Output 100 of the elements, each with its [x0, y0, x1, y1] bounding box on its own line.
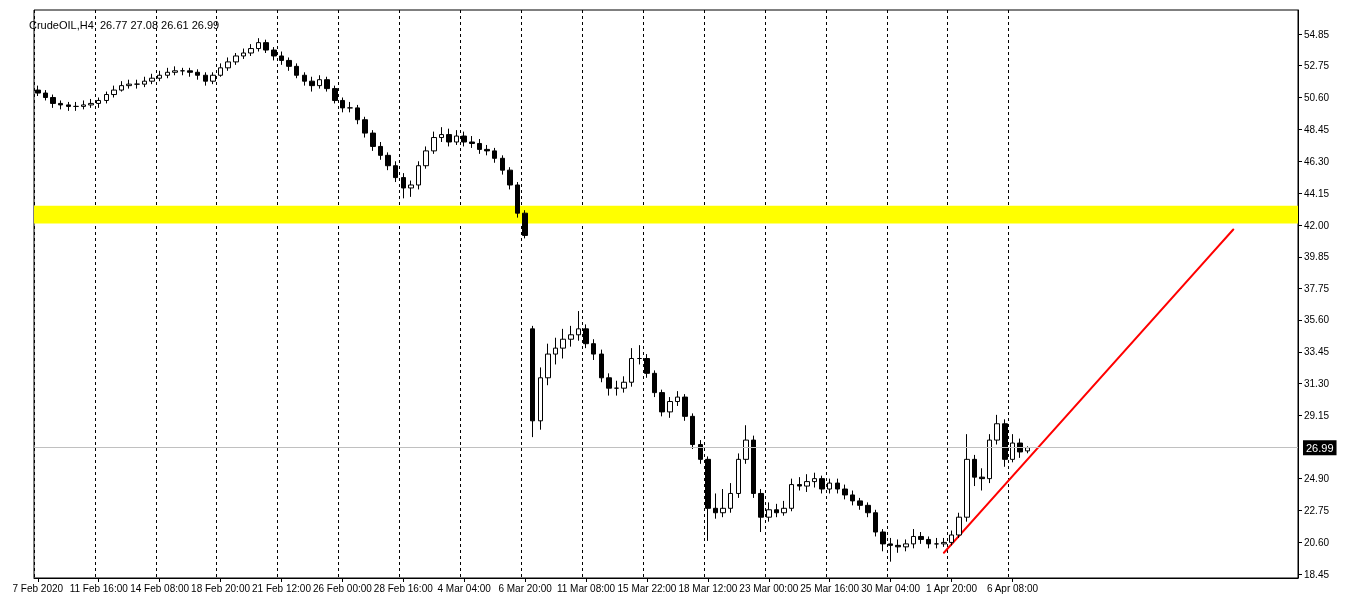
candlestick — [903, 538, 909, 552]
candlestick — [104, 91, 109, 104]
candlestick — [233, 52, 239, 66]
y-tick-label: 44.15 — [1304, 187, 1330, 199]
x-tick-label: 23 Mar 00:00 — [739, 582, 799, 594]
candlestick — [690, 412, 695, 450]
candlestick — [134, 79, 140, 90]
x-tick-label: 18 Feb 20:00 — [191, 582, 251, 594]
candlestick — [804, 473, 810, 493]
candlestick — [385, 151, 391, 171]
candlestick — [416, 160, 421, 190]
candlestick — [408, 180, 414, 198]
candlestick — [553, 337, 558, 365]
x-tick-label: 26 Feb 00:00 — [312, 582, 373, 594]
x-tick-label: 14 Feb 08:00 — [130, 582, 190, 594]
x-tick-label: 11 Feb 16:00 — [69, 582, 129, 594]
candlestick — [926, 535, 931, 549]
candlestick — [994, 414, 1000, 446]
candlestick — [629, 347, 634, 388]
candlestick — [378, 141, 383, 161]
candlestick — [1025, 445, 1030, 454]
y-tick-label: 46.30 — [1304, 155, 1330, 167]
x-tick-label: 7 Feb 2020 — [12, 582, 64, 594]
candlestick — [241, 48, 246, 60]
candlestick — [713, 492, 718, 520]
candlestick — [439, 126, 444, 143]
candlestick — [370, 129, 376, 152]
candlestick — [873, 509, 878, 537]
candlestick — [119, 80, 124, 93]
y-tick-label: 20.60 — [1304, 536, 1330, 548]
candlestick — [446, 128, 452, 147]
y-tick-label: 24.90 — [1304, 473, 1330, 485]
y-tick-label: 50.60 — [1304, 92, 1330, 103]
candlestick — [614, 380, 619, 397]
candlestick — [248, 43, 254, 57]
candlestick — [972, 454, 977, 487]
candlestick — [987, 433, 992, 484]
ref-line-label: 26.99 — [1306, 441, 1334, 454]
candlestick — [142, 76, 147, 88]
candlestick — [956, 512, 962, 539]
candlestick — [560, 328, 566, 360]
y-tick-label: 22.75 — [1304, 505, 1330, 517]
candlestick — [88, 98, 94, 109]
candlestick — [743, 424, 749, 465]
candlestick — [286, 56, 292, 72]
candlestick — [979, 467, 985, 491]
candlestick — [423, 145, 429, 170]
candlestick — [43, 89, 48, 101]
candlestick — [934, 537, 939, 549]
y-tick-label: 29.15 — [1304, 410, 1330, 422]
candlestick — [347, 101, 353, 113]
candlestick — [797, 476, 802, 491]
y-tick-label: 31.30 — [1304, 378, 1330, 390]
y-tick-label: 48.45 — [1304, 123, 1330, 135]
candlestick — [477, 138, 482, 155]
candlestick — [652, 369, 657, 398]
candlestick — [728, 482, 733, 514]
candlestick — [302, 71, 307, 87]
candlestick — [659, 389, 665, 417]
candlestick — [964, 433, 970, 523]
y-tick-label: 39.85 — [1304, 251, 1330, 263]
candlestick — [469, 135, 475, 149]
candlestick — [484, 144, 490, 156]
candlestick — [789, 478, 794, 512]
candlestick — [317, 74, 322, 90]
y-tick-label: 18.45 — [1304, 568, 1330, 580]
x-tick-label: 6 Mar 20:00 — [498, 582, 553, 594]
x-tick-label: 4 Mar 04:00 — [437, 582, 492, 594]
candlestick — [172, 65, 178, 76]
candlestick — [781, 500, 787, 517]
x-tick-label: 28 Feb 16:00 — [373, 582, 434, 594]
candlestick — [111, 85, 117, 98]
x-tick-label: 25 Mar 16:00 — [800, 582, 860, 594]
candlestick — [865, 501, 871, 518]
candlestick — [50, 94, 56, 109]
candlestick — [309, 76, 315, 93]
candlestick — [568, 325, 574, 348]
candlestick — [835, 478, 840, 494]
candlestick — [500, 154, 505, 176]
candlestick — [126, 79, 132, 90]
candlestick — [256, 37, 261, 53]
y-tick-label: 35.60 — [1304, 314, 1330, 326]
x-tick-label: 11 Mar 08:00 — [556, 582, 616, 594]
candlestick — [675, 390, 680, 407]
candlestick — [431, 131, 437, 155]
x-tick-label: 18 Mar 12:00 — [678, 582, 738, 594]
candlestick — [774, 503, 779, 518]
candlestick — [73, 101, 79, 112]
candlestick — [165, 67, 170, 79]
candlestick — [530, 325, 535, 438]
candlestick — [842, 484, 848, 500]
candlestick — [362, 116, 368, 139]
candlestick — [225, 56, 231, 72]
candlestick — [606, 372, 612, 397]
candlestick — [58, 99, 63, 110]
candlestick — [667, 396, 673, 419]
candlestick — [203, 71, 208, 87]
candlestick — [1017, 438, 1023, 459]
candlestick — [187, 67, 193, 78]
candlestick — [355, 104, 360, 125]
